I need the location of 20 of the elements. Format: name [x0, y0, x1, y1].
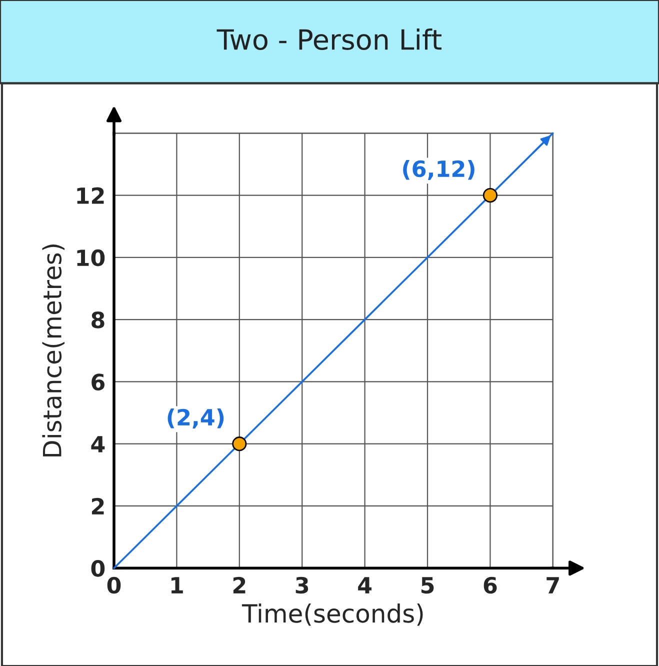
x-tick-label: 5	[421, 577, 434, 594]
x-tick-label: 2	[233, 576, 246, 594]
y-tick-label: 6	[92, 374, 104, 390]
x-tick-label: 7	[546, 577, 559, 594]
y-tick-label: 12	[77, 187, 104, 204]
y-tick-label: 10	[77, 249, 105, 266]
x-tick-label: 3	[296, 576, 308, 594]
x-tick-label: 6	[484, 576, 497, 594]
y-tick-label: 2	[92, 498, 104, 514]
chart-title: Two - Person Lift	[216, 28, 442, 50]
x-tick-label: 4	[358, 577, 372, 594]
y-tick-label: 4	[91, 436, 105, 452]
x-tick-label: 0	[107, 576, 121, 594]
y-tick-label: 0	[91, 560, 105, 577]
annotation: (6,12)	[403, 160, 474, 180]
x-axis-title: Time(seconds)	[242, 603, 423, 626]
y-tick-label: 8	[92, 312, 104, 328]
x-tick-label: 1	[171, 577, 183, 594]
y-axis-title: Distance(metres)	[42, 244, 65, 456]
annotation: (2,4)	[168, 408, 224, 428]
